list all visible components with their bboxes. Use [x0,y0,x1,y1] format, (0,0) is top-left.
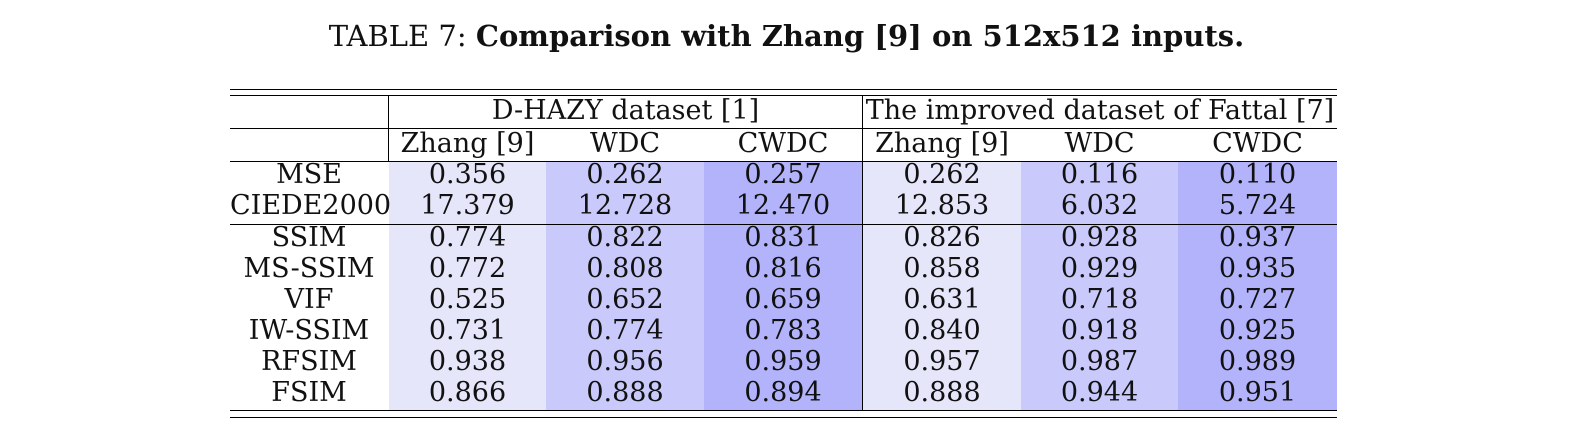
table-cell: 0.652 [586,284,664,315]
group-header-dhazy: D-HAZY dataset [1] [491,95,760,126]
table-cell: 0.929 [1060,253,1139,284]
table-cell: 12.853 [894,190,990,221]
table-cell: 0.257 [744,159,822,190]
table-cell: 0.772 [428,253,507,284]
header-rule [230,128,1337,129]
table-cell: 0.925 [1218,315,1297,346]
bg-fattal-cwdc [1178,162,1337,410]
table-cell: 0.731 [428,315,507,346]
method-header: Zhang [9] [400,128,535,159]
metric-label: SSIM [271,222,347,253]
table-cell: 0.989 [1218,346,1297,377]
table-cell: 0.866 [428,377,507,408]
table-cell: 0.826 [903,222,981,253]
table-cell: 12.728 [577,190,673,221]
metric-label: FSIM [271,377,347,408]
table-cell: 0.718 [1060,284,1139,315]
table-cell: 0.262 [586,159,664,190]
table-cell: 0.888 [586,377,664,408]
metric-label: MSE [276,159,342,190]
methods-rule [230,161,1337,162]
table-cell: 0.956 [586,346,664,377]
group-divider [862,96,863,410]
method-header: WDC [1064,128,1135,159]
method-header: WDC [589,128,661,159]
metric-label: VIF [284,284,334,315]
table-cell: 0.959 [744,346,822,377]
metric-col-divider [388,96,389,161]
top-rule-2 [230,95,1337,96]
table-cell: 0.840 [903,315,981,346]
metric-label: IW-SSIM [248,315,370,346]
group-header-fattal: The improved dataset of Fattal [7] [865,95,1335,126]
bottom-rule-2 [230,417,1337,418]
caption-label: TABLE 7: [328,19,467,53]
bg-dhazy-zhang [389,162,546,410]
table-cell: 0.774 [428,222,507,253]
table-cell: 0.951 [1218,377,1297,408]
table-cell: 0.858 [903,253,981,284]
table-cell: 0.944 [1060,377,1139,408]
method-header: CWDC [737,128,829,159]
bg-dhazy-wdc [546,162,704,410]
table-cell: 0.262 [903,159,981,190]
table-cell: 0.783 [744,315,822,346]
bg-fattal-zhang [863,162,1021,410]
metric-label: MS-SSIM [243,253,375,284]
table-cell: 0.928 [1060,222,1139,253]
table-cell: 0.957 [903,346,981,377]
table-cell: 0.987 [1060,346,1139,377]
table-cell: 0.631 [903,284,981,315]
table-cell: 0.774 [586,315,664,346]
table-cell: 0.525 [428,284,507,315]
table-cell: 0.935 [1218,253,1297,284]
table-cell: 5.724 [1218,190,1297,221]
metric-label: RFSIM [261,346,357,377]
table-cell: 0.894 [744,377,822,408]
table-cell: 0.356 [428,159,507,190]
metric-label: CIEDE2000 [230,190,392,221]
table-cell: 0.888 [903,377,981,408]
table-cell: 0.816 [744,253,822,284]
table-cell: 17.379 [420,190,515,221]
table-cell: 0.918 [1060,315,1139,346]
table-cell: 6.032 [1060,190,1139,221]
table-cell: 12.470 [735,190,831,221]
table-cell: 0.822 [586,222,664,253]
bottom-rule-1 [230,410,1337,411]
method-header: Zhang [9] [875,128,1009,159]
caption-title: Comparison with Zhang [9] on 512x512 inp… [475,19,1245,53]
top-rule-1 [230,89,1337,90]
table-cell: 0.808 [586,253,664,284]
bg-dhazy-cwdc [704,162,862,410]
table-cell: 0.937 [1218,222,1297,253]
table-cell: 0.116 [1060,159,1139,190]
table-caption: TABLE 7: Comparison with Zhang [9] on 51… [0,14,1573,58]
method-header: CWDC [1212,128,1303,159]
table-cell: 0.727 [1218,284,1297,315]
table-cell: 0.831 [744,222,822,253]
section-rule [230,224,1337,225]
table-cell: 0.659 [744,284,822,315]
table-cell: 0.110 [1218,159,1297,190]
bg-fattal-wdc [1021,162,1178,410]
table-cell: 0.938 [428,346,507,377]
